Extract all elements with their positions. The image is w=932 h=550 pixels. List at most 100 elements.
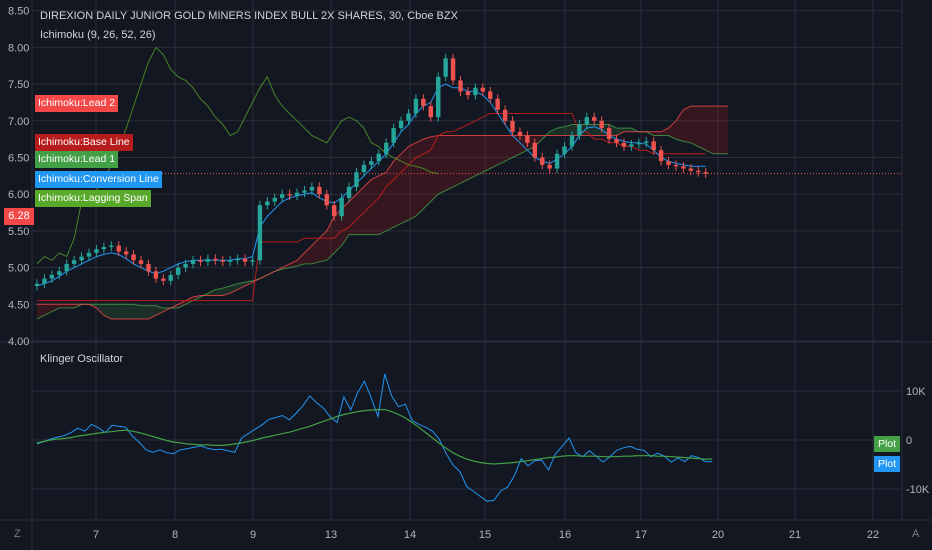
cloud-segment: [683, 106, 691, 143]
candle-body: [398, 120, 404, 129]
cloud-segment: [230, 283, 238, 294]
cloud-segment: [705, 106, 714, 154]
cloud-segment: [133, 304, 142, 319]
cloud-segment: [222, 285, 231, 296]
candle-body: [376, 153, 381, 162]
candle-body: [309, 186, 315, 191]
auto-scale-button[interactable]: A: [912, 528, 920, 540]
candle-body: [250, 260, 255, 262]
candle-body: [406, 113, 411, 121]
candle-body: [257, 205, 263, 261]
ichimoku-cloud: [37, 106, 728, 319]
candle-body: [480, 87, 485, 92]
candle-body: [131, 254, 136, 261]
candle-body: [666, 161, 671, 165]
lead1-line: [36, 124, 728, 320]
chart-title: DIREXION DAILY JUNIOR GOLD MINERS INDEX …: [40, 10, 458, 22]
indicator-title: Ichimoku (9, 26, 52, 26): [40, 29, 156, 41]
cloud-segment: [482, 135, 491, 173]
cloud-segment: [698, 106, 706, 151]
time-tick-label: 7: [93, 529, 99, 541]
grid-lines: [32, 0, 902, 520]
last-price-tag: 6.28: [4, 208, 34, 225]
timezone-button[interactable]: Z: [14, 528, 21, 540]
candle-body: [287, 194, 292, 196]
candle-body: [109, 245, 114, 248]
candle-body: [220, 260, 225, 262]
cloud-segment: [586, 124, 595, 136]
price-tick-label: 6.50: [8, 153, 29, 165]
cloud-segment: [378, 172, 387, 235]
label-lagging-span: Ichimoku:Lagging Span: [35, 190, 151, 207]
candle-body: [213, 258, 218, 261]
candle-body: [644, 141, 649, 143]
candle-body: [146, 263, 151, 272]
cloud-segment: [557, 126, 565, 136]
cloud-segment: [96, 304, 104, 316]
cloud-segment: [51, 304, 60, 312]
label-base-line: Ichimoku:Base Line: [35, 134, 133, 151]
cloud-segment: [311, 238, 320, 264]
candle-body: [651, 141, 656, 151]
cloud-segment: [66, 304, 75, 308]
cloud-segment: [475, 135, 483, 176]
cloud-segment: [505, 135, 513, 162]
cloud-segment: [356, 186, 364, 235]
time-tick-label: 17: [635, 529, 647, 541]
candle-body: [636, 142, 642, 145]
time-tick-label: 14: [404, 529, 416, 541]
cloud-segment: [363, 179, 372, 235]
candle-body: [421, 98, 426, 107]
cloud-segment: [126, 304, 134, 319]
candle-body: [123, 251, 129, 255]
candlesticks: [34, 54, 708, 291]
cloud-segment: [334, 208, 342, 253]
cloud-segment: [349, 194, 357, 235]
candle-body: [517, 131, 523, 136]
candle-body: [317, 186, 322, 195]
base-line: [37, 113, 706, 302]
cloud-segment: [371, 175, 379, 235]
candle-body: [428, 106, 433, 118]
candle-body: [42, 278, 47, 284]
candle-body: [205, 258, 211, 262]
oscillator-title: Klinger Oscillator: [40, 353, 124, 365]
cloud-segment: [141, 305, 149, 319]
candle-body: [101, 247, 107, 250]
candle-body: [71, 260, 77, 264]
cloud-segment: [668, 120, 676, 140]
candle-body: [569, 135, 575, 147]
candle-body: [175, 267, 181, 275]
cloud-segment: [401, 146, 409, 224]
cloud-segment: [661, 128, 669, 136]
candle-body: [547, 164, 552, 169]
klinger-line: [36, 373, 713, 502]
label-lead-1: Ichimoku:Lead 1: [35, 151, 119, 168]
candle-body: [599, 120, 604, 129]
time-tick-label: 16: [559, 529, 571, 541]
cloud-segment: [549, 128, 558, 136]
cloud-segment: [237, 282, 246, 290]
price-tick-label: 7.50: [8, 79, 29, 91]
cloud-segment: [59, 304, 67, 308]
candle-body: [688, 168, 694, 171]
candle-body: [116, 245, 121, 252]
time-tick-label: 21: [789, 529, 801, 541]
candle-body: [198, 260, 203, 262]
price-tick-label: 4.50: [8, 299, 29, 311]
cloud-segment: [319, 230, 327, 262]
candle-body: [64, 263, 69, 272]
candle-body: [443, 58, 448, 77]
cloud-segment: [386, 161, 394, 231]
candle-body: [495, 98, 500, 110]
cloud-segment: [103, 304, 112, 319]
candle-body: [681, 166, 686, 169]
candle-body: [673, 164, 679, 167]
plot-tag-signal: Plot: [874, 436, 900, 452]
cloud-segment: [720, 106, 728, 154]
cloud-segment: [393, 153, 402, 228]
candle-body: [369, 161, 374, 165]
lead2-line: [37, 105, 728, 320]
cloud-segment: [178, 300, 186, 308]
